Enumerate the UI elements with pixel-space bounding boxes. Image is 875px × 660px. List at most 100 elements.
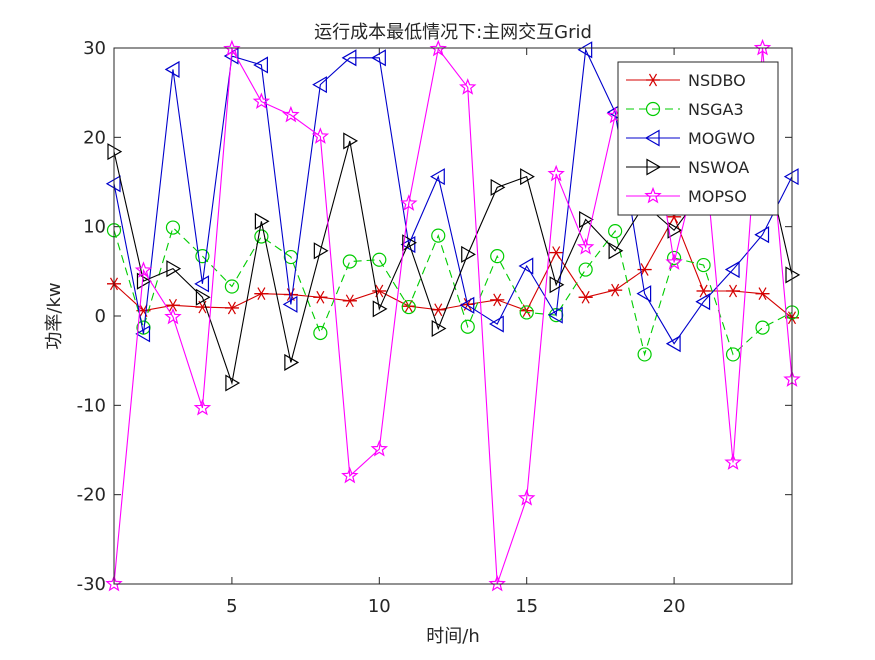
data-point-nswoa [284, 353, 300, 371]
data-point-mopso [517, 489, 536, 506]
data-point-nsdbo [431, 303, 446, 317]
data-point-mopso [223, 39, 241, 57]
data-point-mopso [724, 453, 742, 470]
y-tick-label: 20 [83, 127, 106, 148]
data-point-mopso [105, 574, 123, 592]
series-line-nswoa [113, 140, 793, 386]
data-point-mopso [576, 238, 595, 255]
data-point-nswoa [254, 212, 270, 230]
data-point-nsdbo [313, 290, 328, 304]
data-point-mopso [193, 398, 212, 416]
data-point-mogwo [194, 275, 210, 293]
data-point-nsdbo [637, 263, 652, 276]
data-point-nsga3 [254, 229, 269, 244]
legend-marker-nsdbo [646, 73, 660, 87]
legend-label-nsga3: NSGA3 [688, 100, 744, 119]
data-point-nswoa [549, 276, 565, 294]
data-point-nswoa [431, 319, 447, 338]
data-point-nswoa [195, 288, 211, 306]
data-point-nsdbo [726, 284, 741, 298]
data-point-nswoa [166, 260, 182, 278]
series-line-nsga3 [113, 226, 793, 357]
data-point-nswoa [579, 210, 594, 229]
legend-item-nsdbo: NSDBO [626, 71, 746, 90]
data-point-nsga3 [372, 252, 387, 267]
x-tick-label: 5 [226, 596, 237, 617]
data-point-mopso [459, 78, 477, 95]
data-point-nswoa [461, 245, 476, 263]
data-point-mopso [429, 39, 447, 57]
y-axis-label: 功率/kw [44, 282, 65, 349]
data-point-nswoa [520, 168, 535, 186]
data-point-mogwo [489, 315, 504, 333]
data-point-nsga3 [431, 228, 446, 243]
data-point-nsga3 [637, 347, 652, 362]
data-point-mogwo [253, 56, 268, 74]
data-point-mogwo [430, 168, 445, 186]
data-point-nsdbo [608, 283, 623, 297]
data-point-nswoa [225, 374, 241, 392]
y-tick-label: 0 [95, 306, 106, 327]
data-point-nsga3 [313, 325, 328, 341]
data-point-mopso [282, 105, 300, 123]
legend-item-nswoa: NSWOA [626, 158, 749, 177]
legend-marker-mogwo [644, 129, 660, 147]
data-point-nsdbo [578, 290, 593, 304]
axes-box [113, 47, 793, 585]
data-point-nsdbo [549, 246, 564, 259]
data-point-mopso [341, 466, 359, 484]
data-point-nswoa [667, 221, 683, 239]
data-point-mopso [164, 307, 182, 325]
data-point-nsga3 [490, 249, 505, 264]
data-point-nsga3 [755, 320, 770, 335]
data-point-mopso [252, 92, 271, 110]
data-point-nsga3 [195, 249, 210, 264]
data-point-nsga3 [401, 299, 416, 315]
data-point-nsga3 [165, 220, 181, 235]
data-point-mogwo [164, 60, 180, 78]
data-point-mogwo [636, 285, 652, 303]
data-point-mopso [547, 164, 565, 182]
x-axis-label: 时间/h [426, 626, 479, 647]
data-point-mogwo [547, 306, 563, 324]
data-point-nsga3 [519, 305, 534, 320]
legend-label-nswoa: NSWOA [688, 158, 749, 177]
y-tick-label: -10 [77, 395, 106, 416]
data-point-nsga3 [666, 250, 682, 266]
data-point-nswoa [313, 242, 329, 260]
data-point-mogwo [135, 325, 151, 343]
data-point-mogwo [400, 235, 416, 254]
x-tick-label: 10 [368, 596, 391, 617]
data-point-mopso [753, 38, 772, 56]
data-point-nsga3 [725, 347, 741, 362]
data-point-mopso [311, 127, 330, 144]
data-point-mogwo [312, 76, 327, 94]
data-point-mogwo [518, 257, 534, 275]
x-tick-label: 20 [663, 596, 686, 617]
data-point-nsga3 [578, 262, 593, 277]
y-tick-label: 30 [83, 38, 106, 59]
data-point-mogwo [341, 49, 357, 67]
data-point-nswoa [136, 272, 152, 290]
legend-item-mogwo: MOGWO [626, 129, 755, 148]
data-point-nswoa [608, 242, 624, 260]
data-point-mogwo [459, 296, 475, 314]
y-tick-label: 10 [83, 217, 106, 238]
data-point-nsga3 [696, 257, 711, 273]
data-point-nswoa [402, 234, 417, 252]
legend-marker-mopso [644, 186, 662, 204]
data-point-nsga3 [608, 224, 623, 239]
data-point-mogwo [665, 335, 681, 353]
data-point-nsga3 [460, 319, 475, 334]
data-point-nsdbo [283, 288, 298, 301]
data-point-nsga3 [224, 279, 240, 294]
data-point-mopso [665, 253, 683, 270]
data-point-nsdbo [165, 298, 180, 312]
data-point-nswoa [490, 178, 506, 196]
data-point-mopso [400, 194, 418, 211]
chart-title: 运行成本最低情况下:主网交互Grid [314, 22, 592, 43]
data-point-nsdbo [224, 301, 239, 315]
legend-marker-nswoa [646, 158, 662, 176]
data-point-mogwo [724, 261, 740, 279]
legend-marker-nsga3 [645, 101, 661, 117]
